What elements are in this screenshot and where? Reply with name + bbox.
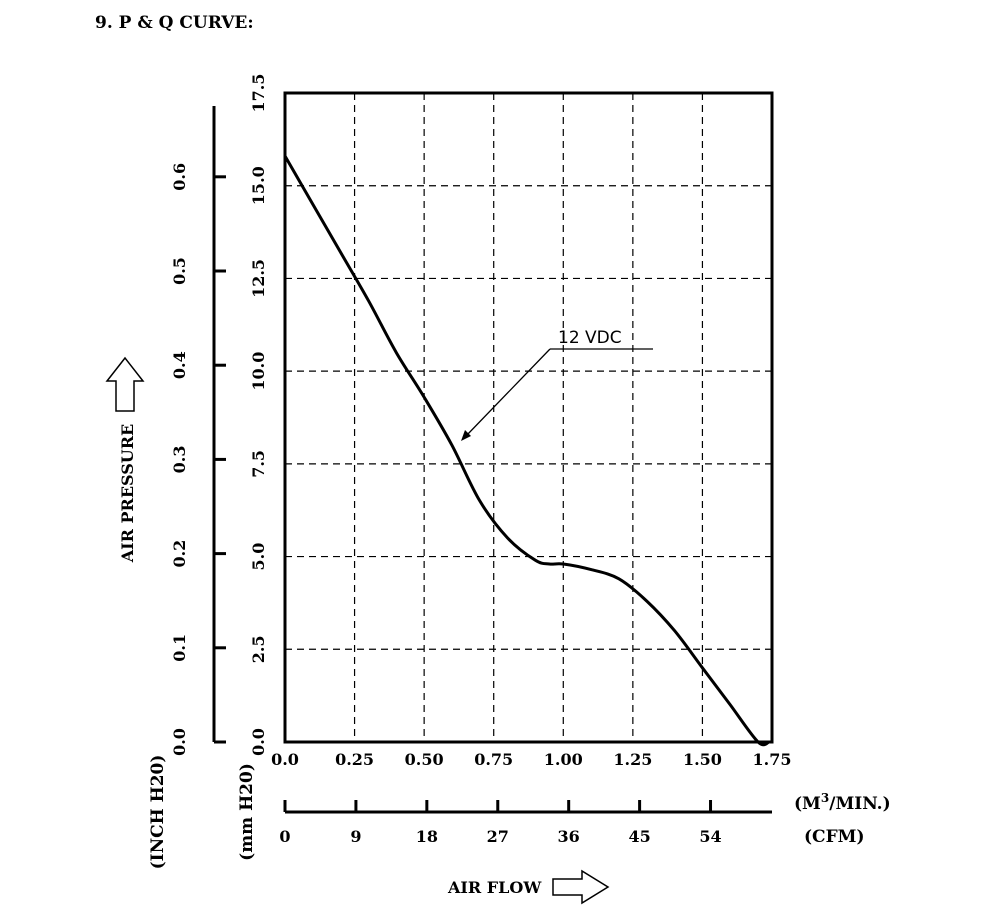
x-axis-m3-ticks: 0.0 0.25 0.50 0.75 1.00 1.25 1.50 1.75 [271,750,791,769]
section-heading: 9. P & Q CURVE: [95,13,254,33]
y-axis-mm-ticks: 0.0 2.5 5.0 7.5 10.0 12.5 15.0 17.5 [249,74,268,756]
y-tick-label-inch: 0.0 [170,728,189,756]
x-tick-label-cfm: 18 [416,827,438,846]
x-tick-label-m3: 1.50 [683,750,722,769]
y-tick-label-inch: 0.3 [170,445,189,473]
y-tick-label-mm: 12.5 [249,259,268,298]
y-axis-unit-inch: (INCH H20) [148,755,168,870]
x-axis-arrow-icon [552,869,610,905]
y-tick-label-inch: 0.2 [170,540,189,568]
series-label-12vdc: 12 VDC [558,328,622,348]
y-tick-label-inch: 0.1 [170,634,189,662]
x-tick-label-m3: 0.75 [474,750,513,769]
y-axis-inch-ticks: 0.0 0.1 0.2 0.3 0.4 0.5 0.6 [170,163,226,756]
y-tick-label-mm: 15.0 [249,166,268,205]
y-tick-label-mm: 2.5 [249,635,268,663]
y-tick-label-inch: 0.4 [170,351,189,379]
y-tick-label-mm: 17.5 [249,74,268,113]
x-axis-unit-m3: (M3/MIN.) [794,791,891,814]
y-axis-title: AIR PRESSURE [118,424,137,564]
y-tick-label-inch: 0.6 [170,163,189,191]
x-tick-label-m3: 0.50 [405,750,444,769]
x-axis-cfm-ticks: 0 9 18 27 36 45 54 [279,800,722,846]
x-tick-label-m3: 0.0 [271,750,299,769]
x-axis-unit-cfm: (CFM) [804,827,865,847]
x-tick-label-cfm: 36 [558,827,580,846]
x-tick-label-m3: 1.00 [544,750,583,769]
series-label-arrowhead [461,430,471,441]
x-tick-label-cfm: 9 [350,827,361,846]
x-tick-label-m3: 0.25 [335,750,374,769]
x-tick-label-cfm: 0 [279,827,290,846]
y-tick-label-mm: 10.0 [249,352,268,391]
x-tick-label-m3: 1.75 [753,750,792,769]
x-tick-label-cfm: 45 [628,827,650,846]
x-tick-label-cfm: 54 [699,827,721,846]
y-tick-label-inch: 0.5 [170,257,189,285]
grid-lines [285,93,772,742]
x-tick-label-m3: 1.25 [613,750,652,769]
x-axis-title: AIR FLOW [447,878,542,897]
y-tick-label-mm: 7.5 [249,450,268,478]
x-tick-label-cfm: 27 [487,827,509,846]
series-label-leader [465,348,551,437]
y-axis-arrow-icon [105,356,145,412]
y-tick-label-mm: 0.0 [249,728,268,756]
series-line-12vdc [283,155,770,747]
y-tick-label-mm: 5.0 [249,543,268,571]
y-axis-unit-mm: (mm H20) [237,763,257,861]
plot-frame [283,91,774,744]
